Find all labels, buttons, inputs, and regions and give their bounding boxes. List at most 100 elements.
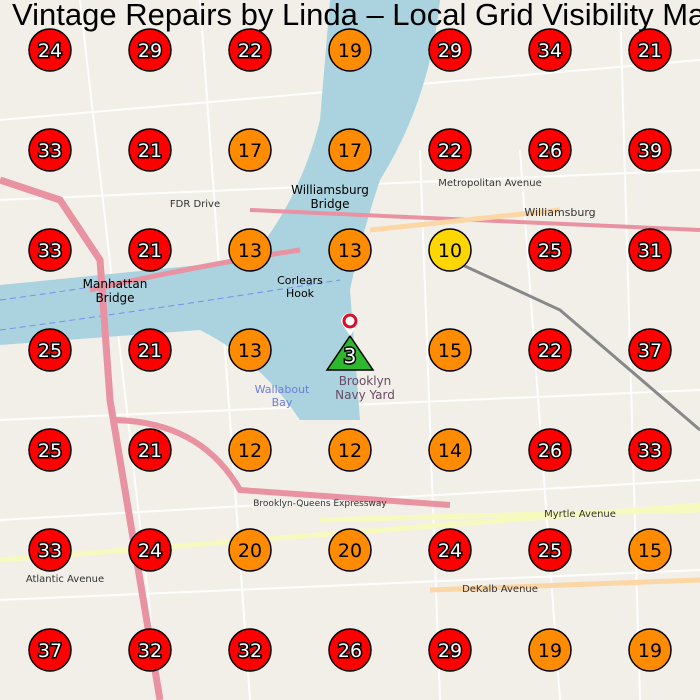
grid-point[interactable]: 25 xyxy=(528,528,572,572)
grid-point[interactable]: 21 xyxy=(128,228,172,272)
rank-circle xyxy=(28,328,72,372)
rank-value: 22 xyxy=(538,340,562,362)
rank-value: 21 xyxy=(138,240,162,262)
rank-circle xyxy=(628,628,672,672)
grid-point[interactable]: 22 xyxy=(228,28,272,72)
grid-point[interactable]: 12 xyxy=(228,428,272,472)
rank-circle xyxy=(228,428,272,472)
rank-circle xyxy=(128,428,172,472)
rank-value: 10 xyxy=(438,240,462,262)
rank-circle xyxy=(228,228,272,272)
grid-point[interactable]: 12 xyxy=(328,428,372,472)
rank-value: 29 xyxy=(438,640,462,662)
grid-point[interactable]: 20 xyxy=(328,528,372,572)
grid-point[interactable]: 15 xyxy=(628,528,672,572)
rank-value: 12 xyxy=(338,440,362,462)
grid-point[interactable]: 33 xyxy=(28,128,72,172)
rank-circle xyxy=(428,528,472,572)
map-pin-icon xyxy=(341,313,359,336)
rank-circle xyxy=(328,628,372,672)
rank-circle xyxy=(528,528,572,572)
rank-circle xyxy=(528,328,572,372)
grid-point[interactable]: 33 xyxy=(628,428,672,472)
grid-point[interactable]: 25 xyxy=(28,428,72,472)
rank-value: 17 xyxy=(238,140,262,162)
rank-value: 14 xyxy=(438,440,462,462)
rank-value: 19 xyxy=(338,40,362,62)
rank-value: 26 xyxy=(538,140,562,162)
grid-point[interactable]: 22 xyxy=(528,328,572,372)
grid-point[interactable]: 26 xyxy=(528,428,572,472)
grid-point[interactable]: 13 xyxy=(328,228,372,272)
rank-value: 22 xyxy=(238,40,262,62)
grid-point[interactable]: 25 xyxy=(28,328,72,372)
rank-circle xyxy=(328,428,372,472)
grid-point[interactable]: 26 xyxy=(328,628,372,672)
grid-point[interactable]: 37 xyxy=(28,628,72,672)
rank-circle xyxy=(28,228,72,272)
rank-circle xyxy=(528,228,572,272)
rank-value: 13 xyxy=(338,240,362,262)
grid-point[interactable]: 14 xyxy=(428,428,472,472)
grid-point[interactable]: 20 xyxy=(228,528,272,572)
rank-value: 25 xyxy=(38,340,62,362)
rank-triangle xyxy=(325,334,375,371)
rank-circle xyxy=(628,528,672,572)
grid-point[interactable]: 13 xyxy=(228,328,272,372)
grid-point[interactable]: 29 xyxy=(428,28,472,72)
rank-value: 32 xyxy=(138,640,162,662)
rank-value: 15 xyxy=(438,340,462,362)
rank-value: 20 xyxy=(338,540,362,562)
grid-point[interactable]: 29 xyxy=(128,28,172,72)
rank-value: 25 xyxy=(38,440,62,462)
rank-value: 13 xyxy=(238,340,262,362)
grid-point[interactable]: 34 xyxy=(528,28,572,72)
grid-point[interactable]: 29 xyxy=(428,628,472,672)
grid-point[interactable]: 26 xyxy=(528,128,572,172)
grid-point[interactable]: 17 xyxy=(228,128,272,172)
rank-circle xyxy=(128,228,172,272)
grid-point[interactable]: 21 xyxy=(128,128,172,172)
grid-point[interactable]: 32 xyxy=(128,628,172,672)
grid-point[interactable]: 21 xyxy=(128,428,172,472)
rank-circle xyxy=(428,328,472,372)
grid-point[interactable]: 31 xyxy=(628,228,672,272)
grid-point[interactable]: 21 xyxy=(128,328,172,372)
grid-point[interactable]: 33 xyxy=(28,528,72,572)
map-label: Brooklyn Navy Yard xyxy=(335,374,395,402)
rank-circle xyxy=(428,428,472,472)
grid-point[interactable]: 10 xyxy=(428,228,472,272)
grid-point[interactable]: 24 xyxy=(28,28,72,72)
grid-point[interactable]: 32 xyxy=(228,628,272,672)
grid-point[interactable]: 19 xyxy=(328,28,372,72)
grid-point[interactable]: 37 xyxy=(628,328,672,372)
rank-value: 33 xyxy=(38,240,62,262)
grid-point[interactable]: 21 xyxy=(628,28,672,72)
grid-point[interactable]: 24 xyxy=(128,528,172,572)
grid-markers: 24 29 22 19 29 34 21 33 21 17 17 22 26 39 33 21 13 13 10 25… xyxy=(28,28,672,672)
map-label: Myrtle Avenue xyxy=(544,509,616,520)
rank-value: 32 xyxy=(238,640,262,662)
grid-point[interactable]: 3 xyxy=(325,313,375,371)
grid-point[interactable]: 19 xyxy=(528,628,572,672)
rank-value: 21 xyxy=(138,140,162,162)
grid-point[interactable]: 33 xyxy=(28,228,72,272)
map-label: Williamsburg Bridge xyxy=(291,183,369,211)
grid-point[interactable]: 17 xyxy=(328,128,372,172)
grid-point[interactable]: 25 xyxy=(528,228,572,272)
grid-point[interactable]: 19 xyxy=(628,628,672,672)
grid-point[interactable]: 15 xyxy=(428,328,472,372)
rank-circle xyxy=(428,28,472,72)
rank-circle xyxy=(28,628,72,672)
rank-circle xyxy=(228,128,272,172)
grid-point[interactable]: 22 xyxy=(428,128,472,172)
grid-point[interactable]: 39 xyxy=(628,128,672,172)
grid-point[interactable]: 13 xyxy=(228,228,272,272)
rank-value: 20 xyxy=(238,540,262,562)
rank-circle xyxy=(128,28,172,72)
rank-value: 3 xyxy=(344,344,357,368)
rank-circle xyxy=(428,128,472,172)
rank-value: 29 xyxy=(138,40,162,62)
grid-point[interactable]: 24 xyxy=(428,528,472,572)
